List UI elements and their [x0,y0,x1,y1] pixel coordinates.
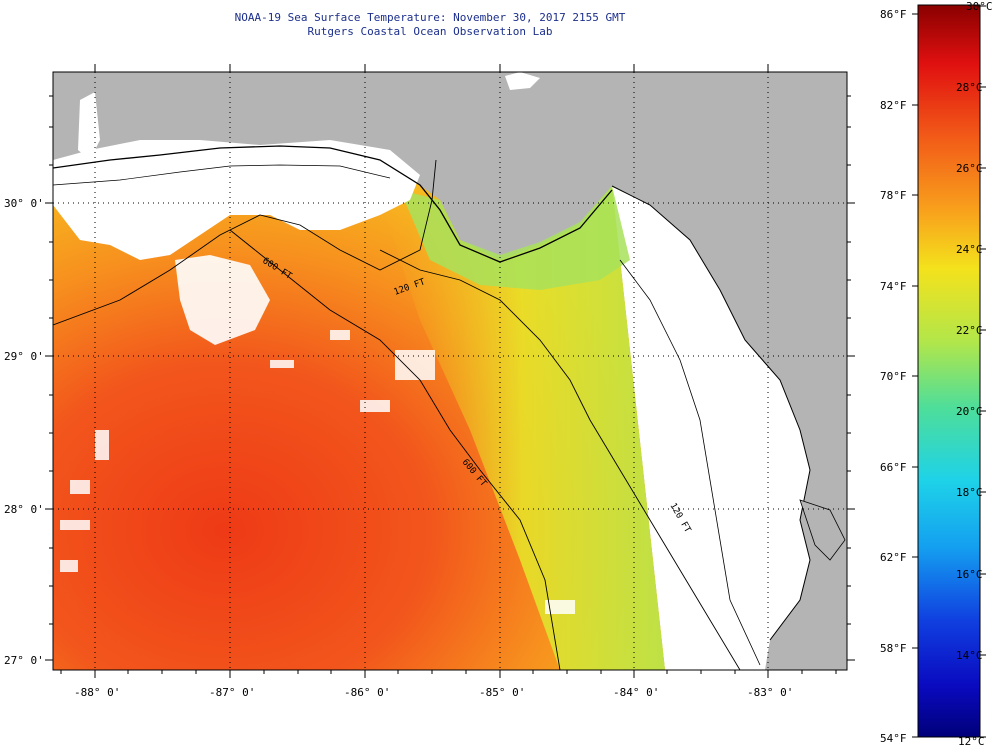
cbar-c-20: 20°C [956,405,983,418]
cbar-c-14: 14°C [956,649,983,662]
contour-120ft [379,249,741,670]
cbar-f-62: 62°F [880,551,907,564]
cbar-c-18: 18°C [956,486,983,499]
cbar-c-16: 16°C [956,568,983,581]
cloud-specks [60,330,575,614]
lat-label-30: 30° 0' [4,197,44,210]
map-title: NOAA-19 Sea Surface Temperature: Novembe… [234,11,626,24]
cloud-mask-north [53,140,420,260]
cbar-c-28: 28°C [956,81,983,94]
map-subtitle: Rutgers Coastal Ocean Observation Lab [307,25,553,38]
barrier-islands [53,164,391,186]
cbar-c-12: 12°C [958,735,985,748]
florida-inner-shore [619,259,761,666]
cbar-f-78: 78°F [880,189,907,202]
lon-label-84: -84° 0' [613,686,660,699]
cbar-f-82: 82°F [880,99,907,112]
axis-ticks [45,64,855,678]
map-frame [52,71,848,671]
colorbar-ticks [912,5,986,738]
cbar-c-22: 22°C [956,324,983,337]
lon-label-83: -83° 0' [747,686,794,699]
lat-label-29: 29° 0' [4,350,44,363]
sst-cool-shelf [380,186,665,670]
sst-cool-nearshore [400,186,630,290]
cloud-mask-patch [175,255,270,345]
cbar-f-86: 86°F [880,8,907,21]
lat-label-28: 28° 0' [4,503,44,516]
cbar-f-74: 74°F [880,280,907,293]
colorbar [917,4,981,738]
cbar-f-58: 58°F [880,642,907,655]
contour-600ft [229,229,561,670]
florida-coastline [611,185,811,641]
lon-label-85: -85° 0' [479,686,526,699]
cbar-c-26: 26°C [956,162,983,175]
cbar-c-24: 24°C [956,243,983,256]
lon-label-87: -87° 0' [209,686,256,699]
lon-label-88: -88° 0' [74,686,121,699]
cbar-f-66: 66°F [880,461,907,474]
tampa-bay-land [799,499,846,561]
contour-600ft-north [53,159,437,326]
cbar-f-54: 54°F [880,732,907,745]
cbar-f-70: 70°F [880,370,907,383]
lon-label-86: -86° 0' [344,686,391,699]
no-data-swath [612,186,810,670]
northern-coastline [53,145,613,263]
inland-lake [505,72,540,90]
lat-label-27: 27° 0' [4,654,44,667]
cbar-c-30: 30°C [966,0,993,13]
